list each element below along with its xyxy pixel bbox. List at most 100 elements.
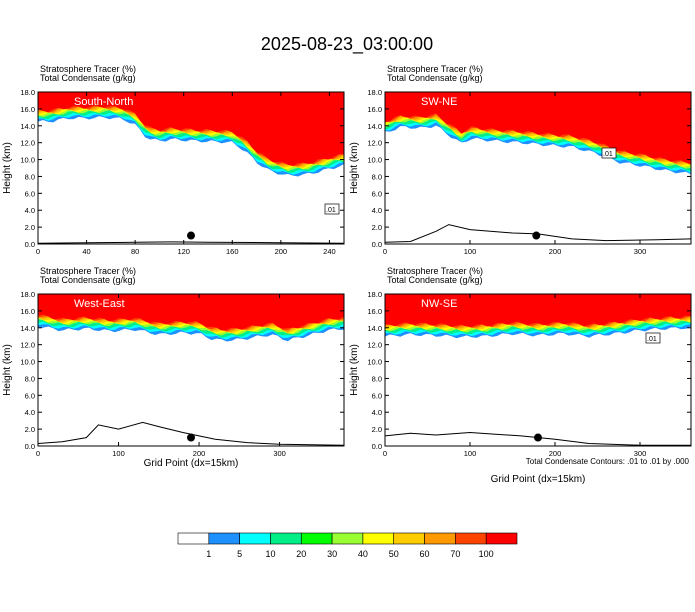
colorbar-label: 10 [265, 549, 275, 559]
y-tick-label: 8.0 [372, 374, 382, 383]
plot-frame [384, 293, 692, 447]
y-tick-label: 18.0 [367, 290, 382, 299]
y-tick-label: 6.0 [372, 391, 382, 400]
tracer-field [385, 294, 691, 446]
y-tick-label: 2.0 [372, 223, 382, 232]
y-tick-label: 8.0 [25, 172, 35, 181]
y-tick-label: 8.0 [25, 374, 35, 383]
y-tick-label: 2.0 [25, 223, 35, 232]
x-tick-label: 0 [383, 449, 387, 458]
panel-name: SW-NE [421, 96, 457, 108]
y-tick-label: 0.0 [25, 240, 35, 249]
panel-name: South-North [74, 96, 133, 108]
terrain-line [38, 421, 344, 446]
x-tick-label: 300 [634, 449, 647, 458]
panel-name: NW-SE [421, 298, 457, 310]
y-tick-label: 4.0 [25, 206, 35, 215]
y-tick-label: 0.0 [25, 442, 35, 451]
y-tick-label: 10.0 [20, 358, 35, 367]
x-tick-label: 0 [36, 247, 40, 256]
colorbar-swatch [455, 532, 487, 545]
panel-sw-ne: SW-NE .01 Stratosphere Tracer (%)Total Con… [349, 64, 692, 256]
x-tick-label: 100 [464, 449, 477, 458]
x-tick-label: 200 [549, 247, 562, 256]
y-tick-label: 0.0 [372, 240, 382, 249]
x-tick-label: 100 [464, 247, 477, 256]
tracer-field [38, 92, 344, 244]
y-tick-label: 4.0 [372, 408, 382, 417]
tracer-band-9 [385, 92, 691, 165]
y-tick-label: 2.0 [372, 425, 382, 434]
field-label-tracer: Stratosphere Tracer (%) [387, 64, 483, 74]
colorbar-label: 100 [479, 549, 494, 559]
y-tick-label: 6.0 [372, 189, 382, 198]
contour-label: .01 [326, 207, 336, 214]
station-marker [534, 433, 542, 442]
y-tick-label: 14.0 [367, 324, 382, 333]
colorbar-swatch [362, 532, 395, 545]
contour-label: .01 [603, 151, 613, 158]
y-tick-label: 10.0 [20, 156, 35, 165]
x-tick-label: 80 [131, 247, 139, 256]
plot-frame [384, 91, 692, 245]
x-tick-label: 300 [273, 449, 286, 458]
colorbar-swatch [239, 532, 271, 545]
y-axis-label: Height (km) [349, 142, 360, 194]
contour-label-box [601, 147, 617, 159]
tracer-band-9 [385, 294, 691, 328]
panel-west-east: West-East Stratosphere Tracer (%)Total Co… [2, 266, 345, 469]
y-tick-label: 16.0 [367, 307, 382, 316]
y-tick-label: 16.0 [20, 105, 35, 114]
x-tick-label: 300 [634, 247, 647, 256]
colorbar-label: 5 [237, 549, 242, 559]
terrain-line [385, 431, 691, 446]
colorbar-label: 60 [420, 549, 430, 559]
x-axis-label: Grid Point (dx=15km) [144, 458, 239, 469]
y-tick-label: 8.0 [372, 172, 382, 181]
y-axis-label: Height (km) [2, 344, 13, 396]
field-label-condensate: Total Condensate (g/kg) [40, 73, 136, 83]
colorbar-swatch [270, 532, 302, 545]
colorbar-label: 30 [327, 549, 337, 559]
colorbar-swatch [177, 532, 210, 545]
tracer-band-9 [38, 294, 344, 331]
y-tick-label: 4.0 [25, 408, 35, 417]
y-tick-label: 16.0 [20, 307, 35, 316]
colorbar-label: 20 [296, 549, 306, 559]
colorbar-label: 50 [389, 549, 399, 559]
y-tick-label: 14.0 [367, 122, 382, 131]
y-tick-label: 18.0 [367, 88, 382, 97]
y-tick-label: 12.0 [367, 139, 382, 148]
y-tick-label: 14.0 [20, 324, 35, 333]
y-tick-label: 12.0 [367, 341, 382, 350]
colorbar-swatch [300, 532, 333, 545]
x-tick-label: 0 [383, 247, 387, 256]
x-tick-label: 200 [275, 247, 288, 256]
y-tick-label: 6.0 [25, 189, 35, 198]
y-tick-label: 2.0 [25, 425, 35, 434]
colorbar-label: 40 [358, 549, 368, 559]
y-tick-label: 12.0 [20, 139, 35, 148]
colorbar: 1 5 10 20 30 40 50 60 70 100 [177, 532, 518, 559]
colorbar-label: 1 [206, 549, 211, 559]
x-tick-label: 200 [193, 449, 206, 458]
field-label-condensate: Total Condensate (g/kg) [387, 73, 483, 83]
plot-frame [37, 293, 345, 447]
footnote: Total Condensate Contours: .01 to .01 by… [526, 457, 690, 466]
station-marker [187, 231, 195, 240]
panel-name: West-East [74, 298, 125, 310]
y-tick-label: 12.0 [20, 341, 35, 350]
field-label-condensate: Total Condensate (g/kg) [387, 275, 483, 285]
plot-frame [37, 91, 345, 245]
colorbar-swatch [424, 532, 456, 545]
y-tick-label: 10.0 [367, 156, 382, 165]
y-tick-label: 0.0 [372, 442, 382, 451]
colorbar-swatch [331, 532, 364, 545]
x-tick-label: 160 [226, 247, 239, 256]
contour-label-box [645, 332, 661, 344]
y-tick-label: 4.0 [372, 206, 382, 215]
field-label-tracer: Stratosphere Tracer (%) [40, 266, 136, 276]
panel-south-north: South-North .01 Stratosphere Tracer (%)Tot… [2, 64, 345, 256]
